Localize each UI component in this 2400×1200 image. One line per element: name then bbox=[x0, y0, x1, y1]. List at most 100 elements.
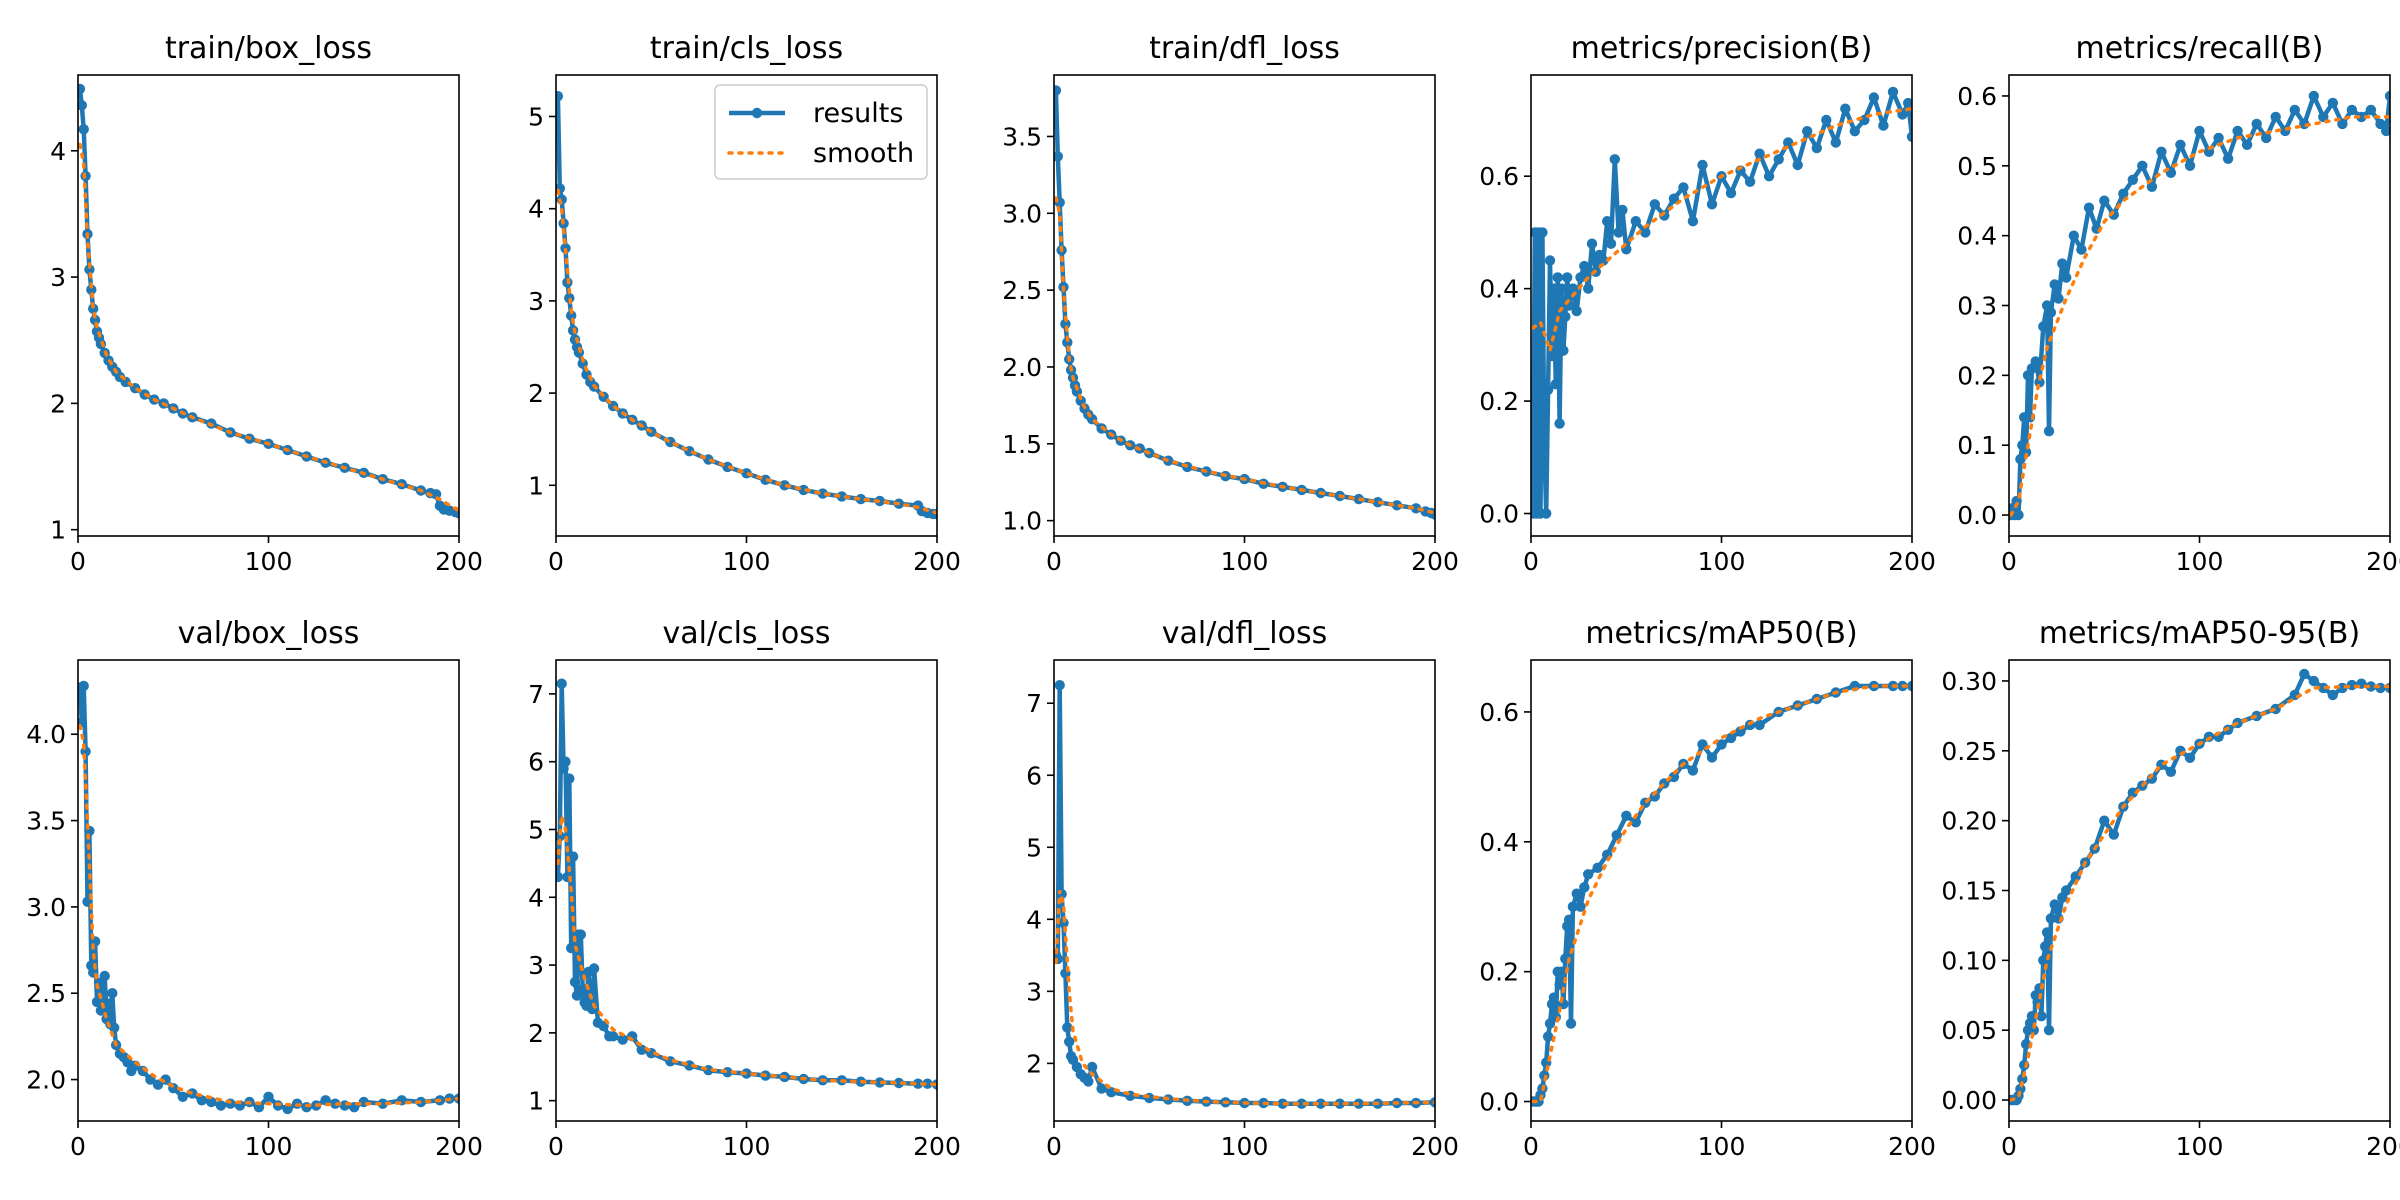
results-point bbox=[1062, 1022, 1073, 1033]
results-point bbox=[1086, 1061, 1098, 1073]
results-point bbox=[2108, 829, 2119, 840]
x-tick-label: 200 bbox=[913, 1132, 961, 1161]
plot-area bbox=[1054, 85, 1435, 520]
results-point bbox=[2375, 118, 2386, 130]
smooth-series-line bbox=[78, 142, 459, 513]
results-point bbox=[1678, 182, 1689, 193]
axes-frame bbox=[555, 659, 938, 1122]
results-series-line bbox=[1531, 89, 1912, 516]
y-tick-label: 0.6 bbox=[1479, 162, 1519, 191]
subplot: metrics/precision(B) 0 100 200 0.0 0.2 0.4 0.6 bbox=[1479, 31, 1936, 576]
results-point bbox=[1878, 120, 1889, 131]
y-tick-label: 3.5 bbox=[1002, 122, 1042, 151]
axes-frame bbox=[1530, 74, 1913, 537]
results-point bbox=[1548, 992, 1560, 1003]
results-series-line bbox=[556, 681, 937, 1087]
results-point bbox=[1725, 732, 1737, 744]
x-tick-label: 200 bbox=[2366, 547, 2400, 576]
results-point bbox=[2127, 787, 2138, 798]
results-point bbox=[2137, 160, 2148, 171]
results-point bbox=[2165, 766, 2177, 777]
results-point bbox=[1544, 255, 1556, 266]
results-point bbox=[2232, 125, 2243, 137]
results-point bbox=[798, 484, 809, 496]
y-tick-label: 0.2 bbox=[1957, 361, 1997, 390]
results-point bbox=[1558, 345, 1569, 356]
y-tick-label: 1.0 bbox=[1002, 507, 1042, 536]
results-point bbox=[2289, 104, 2300, 116]
results-point bbox=[2184, 752, 2196, 763]
results-point bbox=[1541, 508, 1552, 519]
y-tick-label: 2.0 bbox=[1002, 353, 1042, 382]
results-point bbox=[84, 264, 95, 275]
subplot: val/box_loss 0 100 200 2.0 2.5 3.0 3.5 4.0 bbox=[26, 616, 483, 1161]
results-point bbox=[2020, 447, 2032, 458]
results-point bbox=[1617, 204, 1628, 216]
results-point bbox=[2045, 913, 2057, 924]
x-tick-label: 100 bbox=[1698, 547, 1746, 576]
y-tick-label: 0.4 bbox=[1479, 275, 1519, 304]
y-tick-label: 3.0 bbox=[1002, 199, 1042, 228]
results-point bbox=[2099, 195, 2110, 206]
results-point bbox=[1539, 440, 1550, 452]
results-point bbox=[2038, 321, 2049, 332]
x-tick-label: 0 bbox=[1046, 1132, 1062, 1161]
results-point bbox=[78, 124, 89, 135]
y-tick-label: 3.5 bbox=[26, 807, 66, 836]
results-point bbox=[78, 100, 87, 111]
x-tick-label: 0 bbox=[1523, 1132, 1539, 1161]
results-point bbox=[2146, 181, 2158, 192]
subplot: metrics/mAP50(B) 0 100 200 0.0 0.2 0.4 0.6 bbox=[1479, 616, 1936, 1161]
x-tick-label: 100 bbox=[723, 1132, 771, 1161]
results-point bbox=[88, 303, 99, 314]
y-tick-label: 0.1 bbox=[1957, 431, 1997, 460]
y-tick-label: 7 bbox=[528, 680, 544, 709]
results-point bbox=[893, 1077, 905, 1089]
y-tick-label: 2.5 bbox=[1002, 276, 1042, 305]
results-point bbox=[1542, 1031, 1554, 1042]
x-tick-label: 100 bbox=[1221, 547, 1269, 576]
results-point bbox=[2251, 118, 2262, 130]
x-tick-label: 0 bbox=[548, 1132, 564, 1161]
y-tick-label: 1 bbox=[528, 1087, 544, 1116]
results-point bbox=[1537, 227, 1548, 238]
results-series-line bbox=[78, 683, 459, 1112]
y-tick-label: 3 bbox=[1026, 977, 1042, 1006]
results-point bbox=[760, 474, 771, 485]
results-point bbox=[196, 1095, 207, 1106]
x-tick-label: 200 bbox=[1888, 1132, 1936, 1161]
axes-frame bbox=[77, 659, 460, 1122]
results-point bbox=[1546, 350, 1558, 362]
results-point bbox=[1611, 830, 1622, 841]
results-point bbox=[2026, 1011, 2038, 1022]
y-tick-label: 5 bbox=[528, 815, 544, 844]
results-point bbox=[1548, 283, 1560, 294]
x-tick-label: 0 bbox=[2001, 1132, 2017, 1161]
results-point bbox=[1054, 85, 1062, 96]
results-point bbox=[89, 314, 101, 326]
x-tick-label: 0 bbox=[1046, 547, 1062, 576]
results-point bbox=[1429, 1097, 1435, 1108]
results-point bbox=[2043, 1025, 2055, 1036]
results-point bbox=[1567, 901, 1579, 912]
results-point bbox=[566, 942, 577, 954]
results-series-line bbox=[78, 88, 459, 516]
results-point bbox=[1868, 92, 1880, 103]
y-tick-label: 3 bbox=[528, 951, 544, 980]
results-point bbox=[152, 1079, 164, 1090]
y-tick-label: 0.05 bbox=[1941, 1016, 1997, 1045]
results-point bbox=[1640, 227, 1651, 238]
y-tick-label: 2 bbox=[528, 379, 544, 408]
results-point bbox=[78, 680, 89, 692]
y-tick-label: 6 bbox=[1026, 761, 1042, 790]
results-point bbox=[2175, 139, 2186, 150]
results-point bbox=[377, 1098, 388, 1109]
results-point bbox=[1064, 1036, 1075, 1048]
y-tick-label: 0.6 bbox=[1479, 698, 1519, 727]
results-point bbox=[1906, 680, 1912, 692]
results-point bbox=[2028, 1025, 2040, 1036]
y-tick-label: 2 bbox=[50, 389, 66, 418]
results-point bbox=[1621, 810, 1632, 821]
smooth-series-line bbox=[2009, 684, 2390, 1102]
y-tick-label: 5 bbox=[1026, 833, 1042, 862]
